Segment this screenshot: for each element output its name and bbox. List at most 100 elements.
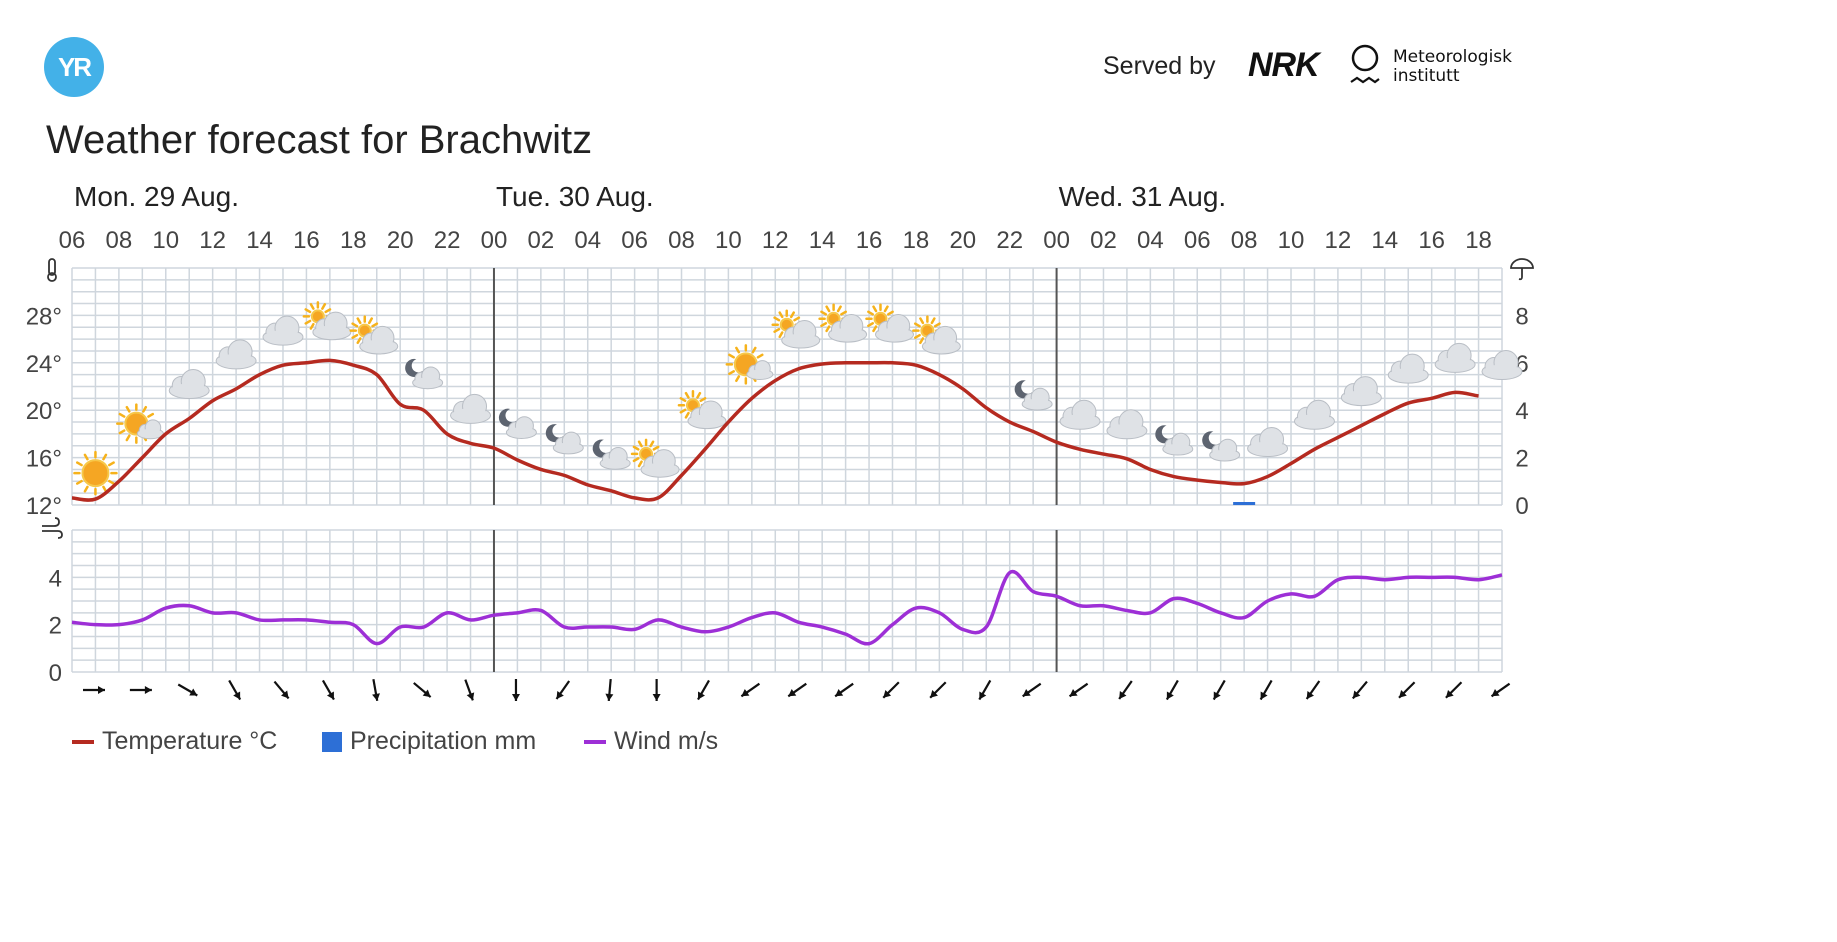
wind-arrow-icon [1445,681,1463,699]
hour-tick-label: 14 [1371,227,1398,254]
legend-precipitation-swatch [322,731,342,752]
day-label: Wed. 31 Aug. [1059,181,1227,212]
hour-tick-label: 12 [1325,227,1352,254]
wind-arrow-icon [413,682,432,698]
temperature-tick-label: 24° [26,351,62,378]
precipitation-bar [1233,502,1256,505]
partly-cloudy-day-icon [302,301,352,341]
hour-tick-label: 12 [762,227,789,254]
wind-arrow-icon [1259,679,1273,701]
cloudy-icon [1434,342,1476,373]
wind-arrow-icon [697,679,710,701]
umbrella-icon [1510,258,1534,281]
hour-tick-label: 20 [387,227,414,254]
clear-sky-day-icon [73,450,118,496]
hour-tick-label: 14 [246,227,273,254]
wind-arrow-icon [1490,682,1511,698]
wind-icon [42,517,63,539]
wind-arrow-icon [787,682,807,698]
hour-tick-label: 14 [809,227,836,254]
wind-arrow-icon [652,679,661,701]
cloudy-icon [1340,376,1382,407]
legend-wind-label: Wind m/s [614,727,719,755]
cloudy-icon [1247,427,1289,458]
wind-line [71,569,1503,646]
forecast-chart: Mon. 29 Aug. Tue. 30 Aug. Wed. 31 Aug.06 08… [26,181,1534,702]
precipitation-tick-label: 0 [1515,493,1528,520]
cloudy-icon [168,368,210,399]
precipitation-tick-label: 8 [1515,303,1528,330]
thermometer-icon [47,258,57,282]
legend-wind-swatch [584,739,606,744]
partly-cloudy-day-icon [630,438,680,478]
wind-arrow-icon [929,681,947,699]
wind-arrow-icon [321,679,335,701]
wind-arrow-icon [555,680,571,700]
hour-tick-label: 16 [293,227,320,254]
wind-direction-arrows [83,678,1511,702]
wind-tick-label: 0 [49,660,62,687]
precipitation-tick-label: 2 [1515,446,1528,473]
yr-logo: YR [44,37,104,97]
precipitation-tick-label: 4 [1515,398,1528,425]
hour-tick-label: 18 [1465,227,1492,254]
hour-tick-label: 18 [340,227,367,254]
wind-arrow-icon [1022,682,1042,698]
hour-tick-label: 20 [949,227,976,254]
hour-tick-label: 02 [528,227,555,254]
chart-series [71,358,1503,646]
hour-tick-label: 22 [434,227,461,254]
page-title: Weather forecast for Brachwitz [46,118,593,162]
nrk-logo: NRK [1248,46,1320,84]
hour-tick-label: 06 [621,227,648,254]
wind-arrow-icon [372,678,380,702]
wind-arrow-icon [83,686,105,694]
partly-cloudy-night-icon [592,439,631,470]
wind-arrow-icon [882,681,900,699]
wind-arrow-icon [605,678,614,702]
wind-arrow-icon [1398,681,1416,699]
temperature-tick-label: 20° [26,398,62,425]
cloudy-icon [1293,399,1335,430]
temperature-tick-label: 12° [26,493,62,520]
partly-cloudy-day-icon [677,390,727,430]
legend-precipitation-label: Precipitation mm [350,727,537,755]
met-logo-text: Meteorologisk institutt [1393,47,1513,86]
partly-cloudy-day-icon [349,315,399,355]
hour-tick-label: 04 [574,227,601,254]
temperature-tick-label: 28° [26,303,62,330]
cloudy-icon [262,315,304,346]
cloudy-icon [1387,353,1429,384]
hour-tick-label: 16 [1418,227,1445,254]
hour-tick-label: 00 [481,227,508,254]
wind-arrow-icon [511,679,520,701]
day-label: Mon. 29 Aug. [74,181,239,212]
wind-arrow-icon [228,679,242,701]
hour-tick-label: 12 [199,227,226,254]
wind-arrow-icon [1165,679,1179,701]
hour-tick-label: 04 [1137,227,1164,254]
hour-tick-label: 06 [1184,227,1211,254]
partly-cloudy-night-icon [1202,431,1241,462]
wind-arrow-icon [978,679,992,701]
hour-tick-label: 08 [1231,227,1258,254]
fair-day-icon [725,344,774,385]
wind-arrow-icon [1068,682,1089,698]
legend-temperature-label: Temperature °C [102,727,278,755]
wind-arrow-icon [1305,680,1321,700]
partly-cloudy-day-icon [865,303,914,343]
partly-cloudy-night-icon [498,408,537,439]
hour-tick-label: 10 [152,227,179,254]
cloudy-icon [1481,350,1523,381]
legend-temperature-swatch [72,739,94,744]
cloudy-icon [1059,399,1101,430]
wind-arrow-icon [177,683,198,697]
fair-day-icon [116,403,164,444]
wind-arrow-icon [1118,680,1133,700]
temperature-line [71,358,1479,502]
wind-arrow-icon [273,680,290,700]
wind-arrow-icon [129,686,152,694]
hour-tick-label: 18 [903,227,930,254]
wind-tick-label: 4 [49,565,62,592]
hour-tick-label: 02 [1090,227,1117,254]
